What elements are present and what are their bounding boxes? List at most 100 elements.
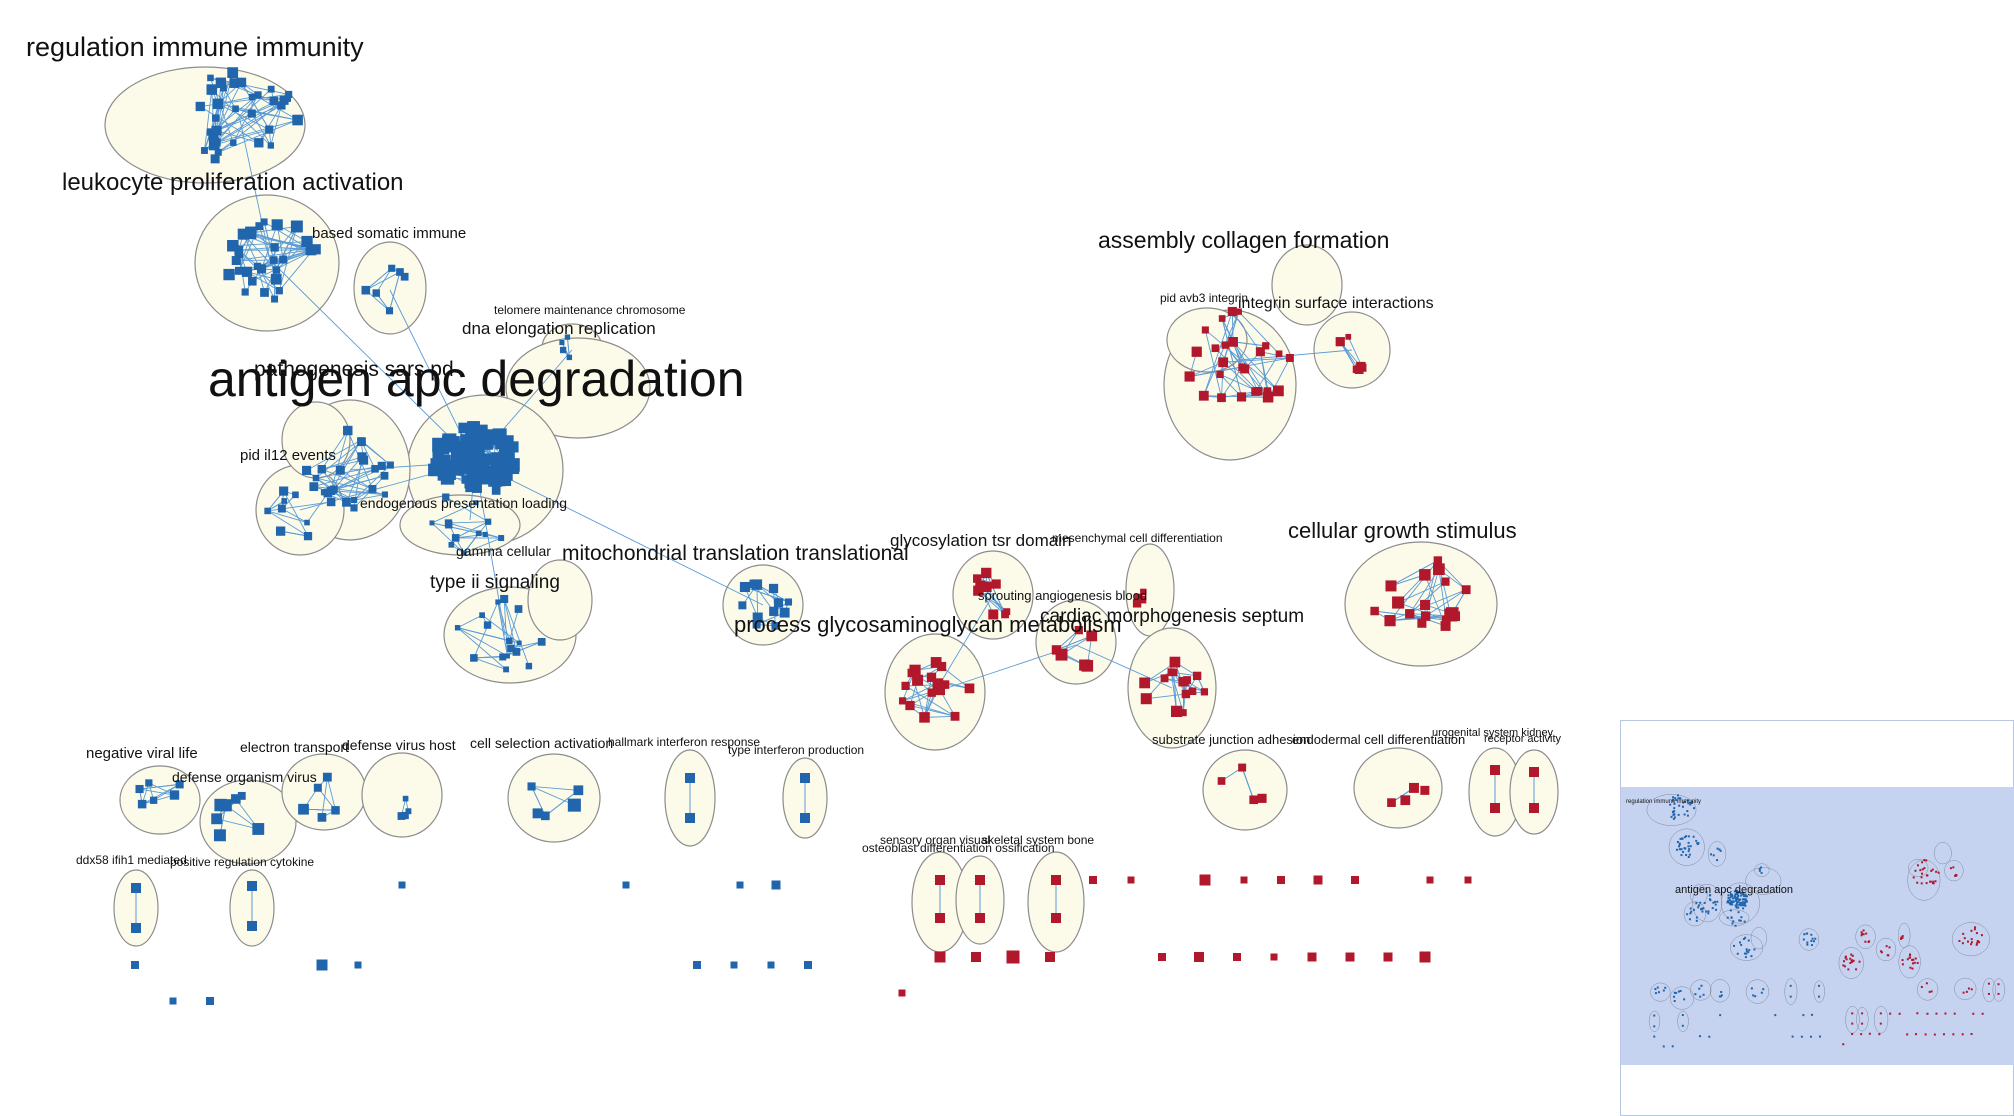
node-regulation-immune[interactable] bbox=[208, 139, 220, 151]
node-defense-virus[interactable] bbox=[397, 812, 406, 820]
node-process-gag[interactable] bbox=[964, 683, 975, 694]
node-singleton[interactable] bbox=[354, 961, 362, 969]
node-antigen-core[interactable] bbox=[473, 462, 484, 474]
node-pair[interactable] bbox=[131, 883, 141, 893]
node-cardiac[interactable] bbox=[1170, 705, 1183, 718]
node-antigen-core[interactable] bbox=[444, 436, 454, 446]
node-type-ii[interactable] bbox=[514, 605, 523, 613]
node-antigen-core[interactable] bbox=[472, 483, 482, 493]
node-endogenous[interactable] bbox=[482, 531, 488, 537]
node-regulation-immune[interactable] bbox=[277, 101, 286, 110]
node-pid-il12[interactable] bbox=[323, 488, 333, 498]
node-cellular-growth[interactable] bbox=[1417, 618, 1427, 628]
node-pid-il12[interactable] bbox=[303, 531, 313, 541]
node-type-ii[interactable] bbox=[516, 640, 522, 646]
node-cardiac[interactable] bbox=[1169, 656, 1181, 668]
node-singleton[interactable] bbox=[1233, 953, 1241, 961]
node-pid-il12[interactable] bbox=[281, 498, 288, 504]
node-antigen-core[interactable] bbox=[430, 458, 442, 470]
node-regulation-immune[interactable] bbox=[267, 85, 275, 93]
node-assembly-collagen[interactable] bbox=[1198, 390, 1209, 401]
node-mitochondrial[interactable] bbox=[738, 601, 747, 610]
node-cellular-growth[interactable] bbox=[1405, 609, 1415, 619]
node-singleton[interactable] bbox=[1089, 876, 1097, 884]
node-defense-virus[interactable] bbox=[405, 808, 412, 815]
node-sprouting[interactable] bbox=[1055, 648, 1068, 661]
node-process-gag[interactable] bbox=[937, 661, 947, 672]
node-leukocyte[interactable] bbox=[279, 255, 288, 264]
node-antigen-core[interactable] bbox=[480, 453, 492, 466]
node-integrin-surface[interactable] bbox=[1335, 337, 1345, 347]
node-leukocyte[interactable] bbox=[227, 239, 239, 252]
node-defense-organism[interactable] bbox=[213, 829, 226, 842]
node-singleton[interactable] bbox=[1313, 875, 1323, 885]
node-endogenous[interactable] bbox=[442, 493, 450, 501]
node-assembly-collagen[interactable] bbox=[1217, 393, 1226, 403]
node-telomere[interactable] bbox=[566, 354, 573, 361]
node-pathogenesis[interactable] bbox=[377, 461, 386, 470]
minimap-viewport[interactable]: regulation immune immunity antigen apc d… bbox=[1621, 787, 2014, 1065]
node-telomere[interactable] bbox=[559, 339, 565, 346]
node-singleton[interactable] bbox=[1419, 951, 1431, 963]
node-singleton[interactable] bbox=[206, 997, 214, 1005]
node-sprouting[interactable] bbox=[1051, 645, 1062, 655]
node-process-gag[interactable] bbox=[905, 700, 915, 711]
node-based-somatic[interactable] bbox=[372, 289, 380, 297]
node-defense-organism[interactable] bbox=[252, 823, 265, 835]
node-process-gag[interactable] bbox=[932, 680, 944, 692]
node-leukocyte[interactable] bbox=[271, 219, 283, 231]
node-singleton[interactable] bbox=[1426, 876, 1434, 884]
node-pair[interactable] bbox=[685, 813, 695, 823]
node-type-ii[interactable] bbox=[537, 637, 546, 646]
node-leukocyte[interactable] bbox=[237, 228, 249, 240]
node-antigen-core[interactable] bbox=[501, 476, 512, 487]
node-regulation-immune[interactable] bbox=[206, 84, 218, 95]
node-singleton[interactable] bbox=[1045, 952, 1055, 962]
network-overview-minimap[interactable]: regulation immune immunity antigen apc d… bbox=[1620, 720, 2014, 1116]
node-mesenchymal[interactable] bbox=[1132, 599, 1142, 608]
node-antigen-core[interactable] bbox=[473, 426, 486, 440]
node-sprouting[interactable] bbox=[1074, 626, 1083, 635]
node-endogenous[interactable] bbox=[444, 519, 453, 527]
node-cell-selection[interactable] bbox=[527, 782, 536, 791]
node-type-ii[interactable] bbox=[525, 662, 533, 670]
node-telomere[interactable] bbox=[564, 334, 571, 340]
node-antigen-core[interactable] bbox=[463, 447, 473, 458]
node-antigen-core[interactable] bbox=[454, 460, 468, 474]
node-pathogenesis[interactable] bbox=[351, 496, 358, 504]
node-endogenous[interactable] bbox=[498, 535, 505, 542]
node-assembly-collagen[interactable] bbox=[1227, 306, 1237, 317]
node-regulation-immune[interactable] bbox=[254, 91, 262, 99]
node-negative-viral[interactable] bbox=[175, 780, 184, 789]
node-singleton[interactable] bbox=[771, 880, 781, 890]
node-type-ii[interactable] bbox=[512, 648, 521, 656]
node-singleton[interactable] bbox=[767, 961, 775, 969]
node-glycosylation[interactable] bbox=[988, 609, 999, 620]
node-pathogenesis[interactable] bbox=[386, 461, 394, 469]
node-pid-il12[interactable] bbox=[292, 491, 299, 499]
node-assembly-collagen[interactable] bbox=[1218, 315, 1226, 322]
node-cardiac[interactable] bbox=[1160, 674, 1169, 683]
node-singleton[interactable] bbox=[1240, 876, 1248, 884]
node-pid-il12[interactable] bbox=[279, 486, 289, 496]
node-integrin-surface[interactable] bbox=[1345, 333, 1352, 340]
node-cardiac[interactable] bbox=[1140, 693, 1152, 705]
node-mesenchymal[interactable] bbox=[1140, 588, 1147, 596]
node-process-gag[interactable] bbox=[930, 657, 942, 668]
node-endogenous[interactable] bbox=[475, 530, 482, 537]
node-pid-il12[interactable] bbox=[326, 497, 336, 507]
node-pathogenesis[interactable] bbox=[358, 455, 369, 465]
node-based-somatic[interactable] bbox=[388, 264, 396, 272]
node-antigen-core[interactable] bbox=[458, 422, 470, 434]
node-cellular-growth[interactable] bbox=[1433, 563, 1445, 576]
node-singleton[interactable] bbox=[971, 952, 981, 962]
node-mesenchymal[interactable] bbox=[1134, 593, 1143, 602]
node-regulation-immune[interactable] bbox=[236, 77, 247, 88]
node-pathogenesis[interactable] bbox=[358, 437, 365, 444]
node-assembly-collagen[interactable] bbox=[1221, 341, 1229, 349]
node-leukocyte[interactable] bbox=[241, 266, 253, 277]
node-cellular-growth[interactable] bbox=[1419, 569, 1431, 581]
node-singleton[interactable] bbox=[1351, 876, 1359, 884]
node-pair[interactable] bbox=[1051, 875, 1061, 885]
